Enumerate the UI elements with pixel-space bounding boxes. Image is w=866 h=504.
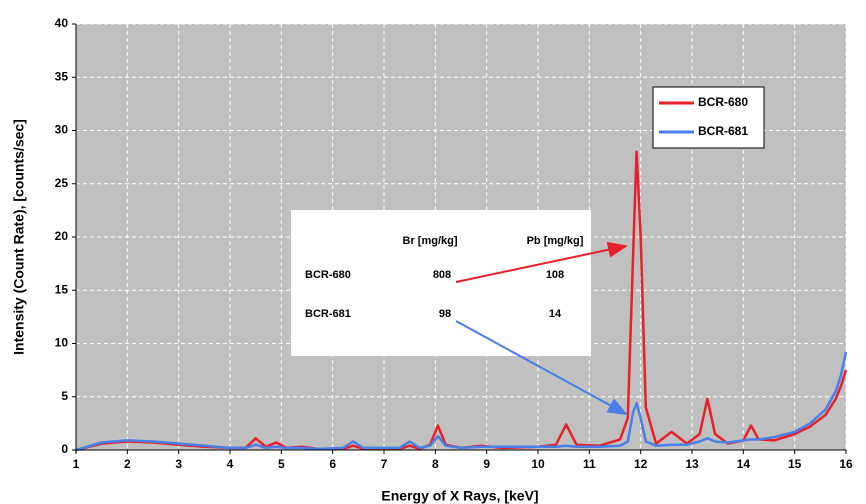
arrow <box>455 320 628 415</box>
y-tick-label: 15 <box>55 282 69 296</box>
legend-box <box>652 86 765 149</box>
x-tick-label: 14 <box>737 457 751 471</box>
x-tick-label: 3 <box>175 457 182 471</box>
inset-header: Br [mg/kg] <box>403 235 458 247</box>
y-axis-label: Intensity (Count Rate), [counts/sec] <box>11 119 27 355</box>
x-tick-label: 1 <box>73 457 80 471</box>
y-tick-label: 25 <box>55 176 69 190</box>
inset-cell: 808 <box>433 269 451 281</box>
inset-box <box>291 210 591 356</box>
inset-header: Pb [mg/kg] <box>527 235 584 247</box>
inset-table: Br [mg/kg] Pb [mg/kg] BCR-680 808 108 BC… <box>291 210 628 415</box>
inset-cell: 14 <box>549 308 562 320</box>
y-tick-label: 5 <box>61 389 68 403</box>
legend: BCR-680 BCR-681 <box>652 86 765 149</box>
arrow <box>455 241 628 283</box>
x-tick-label: 16 <box>839 457 853 471</box>
x-tick-label: 2 <box>124 457 131 471</box>
y-tick-label: 40 <box>55 16 69 30</box>
series-line <box>75 351 848 452</box>
inset-cell: BCR-680 <box>305 269 351 281</box>
y-tick-label: 30 <box>55 123 69 137</box>
x-tick-label: 15 <box>788 457 802 471</box>
y-tick-label: 0 <box>61 442 68 456</box>
legend-label: BCR-680 <box>698 95 748 109</box>
inset-cell: 108 <box>546 269 564 281</box>
x-tick-label: 5 <box>278 457 285 471</box>
inset-cell: 98 <box>439 308 451 320</box>
legend-label: BCR-681 <box>698 124 748 138</box>
y-tick-label: 35 <box>55 69 69 83</box>
x-tick-label: 8 <box>432 457 439 471</box>
x-tick-label: 13 <box>685 457 699 471</box>
x-axis-label: Energy of X Rays, [keV] <box>381 488 538 504</box>
inset-cell: BCR-681 <box>305 308 351 320</box>
x-tick-label: 12 <box>634 457 648 471</box>
x-tick-label: 9 <box>483 457 490 471</box>
x-tick-label: 10 <box>531 457 545 471</box>
x-tick-label: 6 <box>329 457 336 471</box>
y-tick-label: 20 <box>55 229 69 243</box>
x-tick-label: 4 <box>227 457 234 471</box>
x-tick-label: 7 <box>381 457 388 471</box>
x-tick-label: 11 <box>583 457 596 471</box>
y-tick-label: 10 <box>55 336 69 350</box>
